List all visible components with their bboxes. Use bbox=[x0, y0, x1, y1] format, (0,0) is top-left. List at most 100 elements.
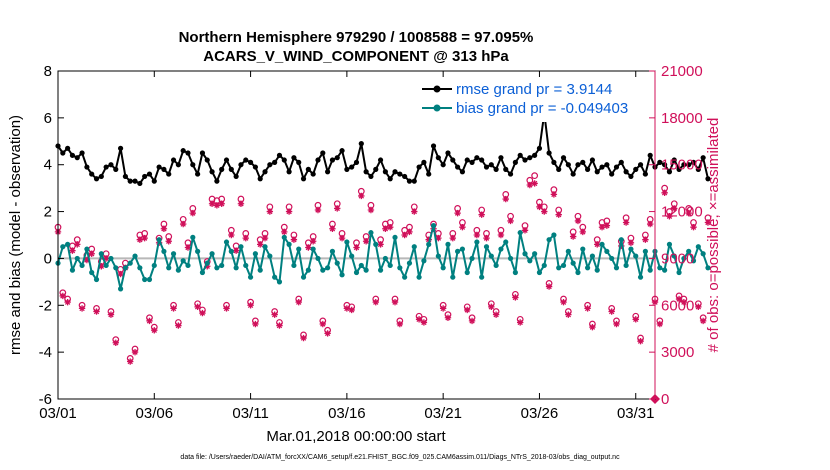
bias-point bbox=[700, 251, 706, 257]
rmse-point bbox=[575, 162, 581, 168]
bias-point bbox=[551, 232, 557, 238]
obs-assimilated-point bbox=[565, 311, 572, 318]
obs-assimilated-point bbox=[642, 236, 649, 243]
obs-assimilated-point bbox=[179, 220, 187, 228]
obs-assimilated-point bbox=[353, 244, 360, 251]
bias-point bbox=[185, 262, 191, 269]
bias-point bbox=[199, 269, 206, 276]
obs-assimilated-point bbox=[213, 202, 221, 209]
rmse-point bbox=[618, 159, 624, 165]
bias-point bbox=[479, 274, 485, 280]
rmse-point bbox=[609, 171, 615, 177]
obs-assimilated-point bbox=[64, 298, 71, 306]
bias-point bbox=[175, 267, 181, 273]
bias-point bbox=[93, 276, 100, 283]
rmse-point bbox=[498, 155, 504, 161]
rmse-point bbox=[613, 164, 620, 170]
right-y-tick-label: 12000 bbox=[661, 204, 703, 221]
rmse-point bbox=[657, 159, 663, 165]
bias-point bbox=[272, 274, 278, 280]
rmse-point bbox=[464, 157, 470, 163]
bias-series bbox=[55, 223, 711, 292]
bias-point bbox=[411, 244, 417, 250]
obs-assimilated-point bbox=[237, 200, 245, 207]
bias-point bbox=[532, 251, 538, 257]
bias-point bbox=[305, 267, 311, 273]
bias-point bbox=[228, 248, 234, 254]
rmse-point bbox=[329, 157, 336, 163]
x-tick-label: 03/31 bbox=[617, 405, 655, 422]
obs-assimilated-point bbox=[594, 241, 601, 248]
obs-assimilated-point bbox=[454, 209, 461, 217]
bias-point bbox=[84, 246, 90, 252]
bias-point bbox=[243, 262, 249, 269]
bias-point bbox=[406, 260, 413, 266]
bias-point bbox=[637, 274, 644, 280]
rmse-point bbox=[483, 164, 490, 170]
rmse-point bbox=[700, 155, 706, 161]
bias-point bbox=[238, 244, 244, 250]
rmse-point bbox=[349, 164, 355, 170]
rmse-point bbox=[195, 171, 201, 177]
rmse-point bbox=[127, 178, 133, 184]
bias-point bbox=[195, 248, 201, 254]
bias-point bbox=[74, 255, 80, 262]
obs-assimilated-point bbox=[425, 236, 432, 243]
right-y-tick-label: 9000 bbox=[661, 250, 694, 267]
bias-point bbox=[474, 239, 480, 245]
bias-point bbox=[180, 258, 186, 264]
obs-assimilated-point bbox=[584, 305, 591, 312]
rmse-point bbox=[421, 159, 427, 165]
obs-assimilated-point bbox=[329, 225, 336, 232]
obs-assimilated-point bbox=[550, 191, 558, 198]
obs-assimilated-point bbox=[102, 255, 110, 262]
obs-assimilated-point bbox=[127, 358, 134, 365]
bias-point bbox=[69, 267, 76, 273]
bias-point bbox=[503, 239, 509, 245]
bias-point bbox=[137, 265, 143, 271]
obs-assimilated-point bbox=[218, 200, 225, 207]
bias-point bbox=[325, 265, 331, 271]
rmse-point bbox=[69, 152, 76, 158]
rmse-point bbox=[113, 166, 119, 172]
rmse-point bbox=[705, 176, 711, 182]
data-file-footnote: data file: /Users/raeder/DAI/ATM_forcXX/… bbox=[180, 454, 620, 461]
obs-assimilated-point bbox=[232, 247, 240, 254]
right-y-axis-ticks: 0 3000 6000 9000 12000 15000 18000 21000 bbox=[649, 63, 703, 408]
bias-point bbox=[450, 274, 456, 280]
legend-bias-marker bbox=[433, 104, 441, 112]
bias-point bbox=[426, 241, 432, 247]
obs-assimilated-point bbox=[266, 208, 274, 215]
bias-point bbox=[594, 267, 600, 273]
obs-assimilated-point bbox=[343, 305, 351, 312]
rmse-point bbox=[247, 159, 254, 165]
rmse-point bbox=[522, 157, 528, 163]
bias-point bbox=[310, 246, 316, 252]
obs-assimilated-point bbox=[362, 238, 370, 245]
obs-assimilated-point bbox=[512, 294, 519, 301]
rmse-point bbox=[161, 166, 167, 172]
obs-assimilated-point bbox=[666, 213, 673, 220]
bias-point bbox=[589, 253, 596, 259]
obs-assimilated-point bbox=[324, 330, 331, 337]
obs-assimilated-point bbox=[618, 242, 625, 250]
rmse-point bbox=[108, 162, 114, 168]
legend-rmse-label: rmse grand pr = 3.9144 bbox=[456, 81, 612, 98]
bias-point bbox=[98, 251, 104, 257]
obs-assimilated-point bbox=[208, 200, 216, 207]
bias-point bbox=[166, 265, 172, 271]
obs-assimilated-point bbox=[545, 283, 553, 290]
rmse-point bbox=[286, 169, 292, 175]
obs-assimilated-point bbox=[309, 238, 317, 245]
obs-assimilated-point bbox=[78, 305, 86, 312]
rmse-point bbox=[527, 155, 533, 161]
rmse-point bbox=[358, 141, 364, 147]
obs-assimilated-point bbox=[608, 308, 615, 315]
bias-point bbox=[609, 255, 615, 262]
rmse-point bbox=[209, 169, 215, 175]
left-y-tick-label: -4 bbox=[39, 344, 52, 361]
bias-point bbox=[642, 248, 648, 254]
bias-point bbox=[690, 258, 697, 264]
bias-point bbox=[339, 272, 345, 278]
bias-point bbox=[65, 241, 71, 247]
